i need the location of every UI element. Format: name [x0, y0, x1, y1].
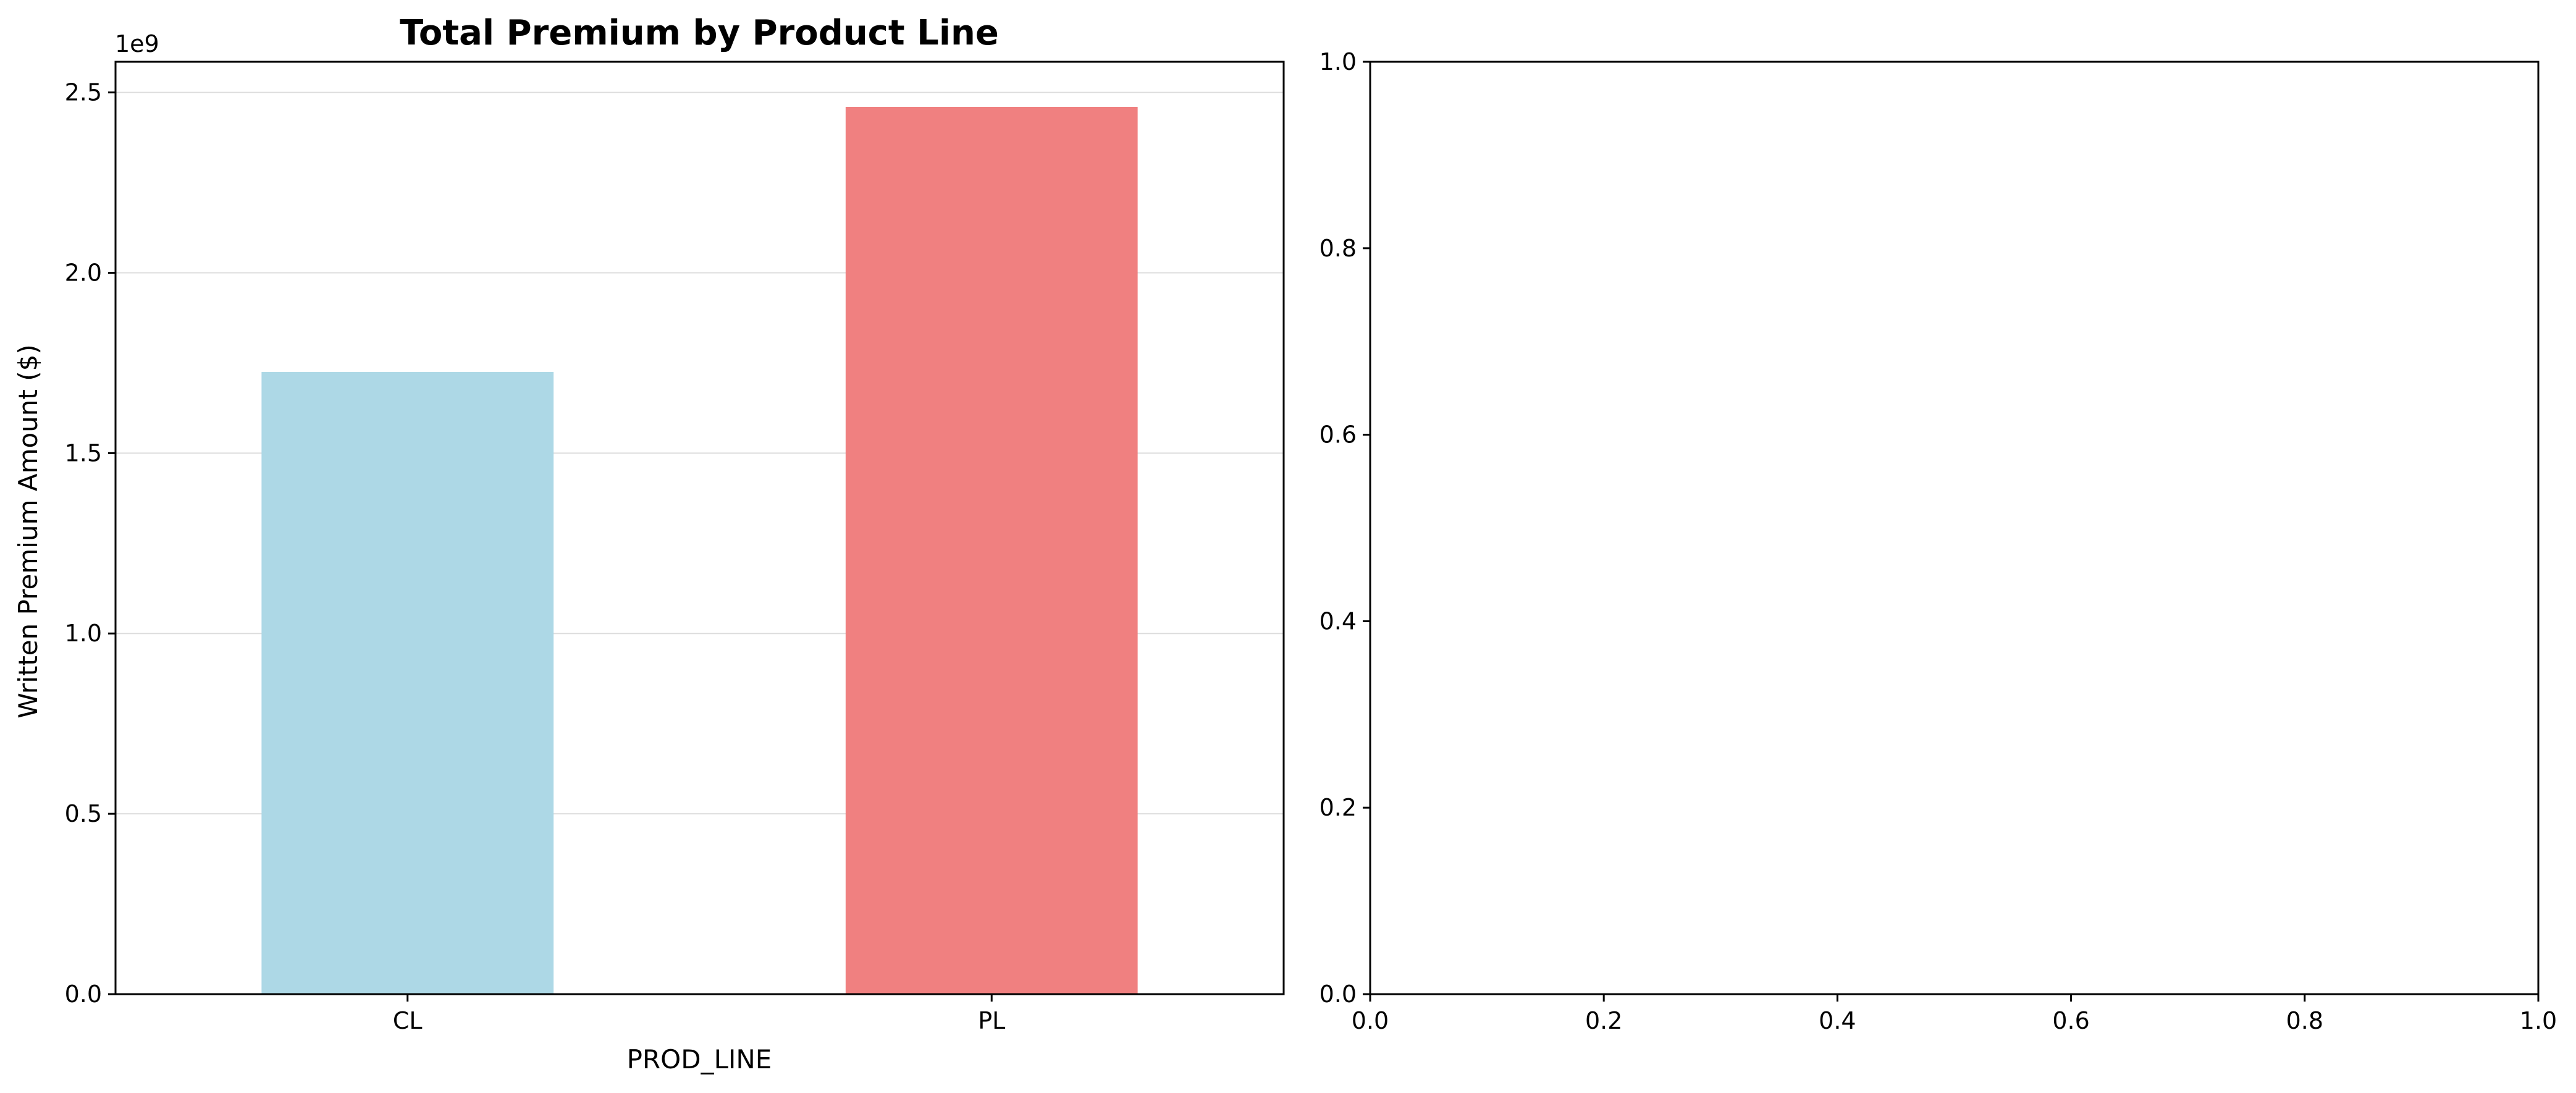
right-x-tick-label: 0.0: [1352, 1007, 1389, 1034]
right-y-tick-label: 1.0: [1320, 48, 1357, 75]
x-axis-label: PROD_LINE: [627, 1044, 772, 1074]
y-axis-ticks: 0.0 0.5 1.0 1.5 2.0 2.5: [65, 79, 116, 1008]
left-plot-frame: [114, 61, 1285, 995]
right-x-tick-label: 1.0: [2520, 1007, 2557, 1034]
right-x-tick-label: 0.6: [2052, 1007, 2089, 1034]
y-tick-label: 0.0: [65, 981, 102, 1008]
chart-title: Total Premium by Product Line: [400, 13, 999, 53]
bar-cl: [261, 372, 554, 994]
y-tick-label: 1.0: [65, 620, 102, 647]
right-y-tick-label: 0.0: [1320, 981, 1357, 1008]
right-y-tick-label: 0.4: [1320, 607, 1357, 635]
right-x-tick-label: 0.2: [1585, 1007, 1622, 1034]
x-axis-ticks: CL PL: [393, 994, 1005, 1034]
x-tick-label: CL: [393, 1007, 423, 1034]
bar-pl: [845, 106, 1138, 995]
empty-axes-panel: 0.0 0.2 0.4 0.6 0.8 1.0 0.0 0.2 0.4 0.6 0.8 1.0: [1320, 48, 2557, 1034]
y-axis-offset-label: 1e9: [115, 30, 159, 57]
right-y-tick-label: 0.8: [1320, 235, 1357, 262]
right-plot-frame: [1369, 61, 2540, 995]
y-tick-label: 2.0: [65, 259, 102, 286]
y-tick-label: 0.5: [65, 800, 102, 827]
right-x-axis-ticks: 0.0 0.2 0.4 0.6 0.8 1.0: [1352, 994, 2557, 1034]
right-x-tick-label: 0.4: [1819, 1007, 1856, 1034]
right-y-tick-label: 0.6: [1320, 421, 1357, 449]
y-tick-label: 1.5: [65, 439, 102, 466]
x-tick-label: PL: [978, 1007, 1005, 1034]
y-axis-label: Written Premium Amount ($): [13, 344, 43, 718]
bars: [261, 106, 1138, 995]
right-y-axis-ticks: 0.0 0.2 0.4 0.6 0.8 1.0: [1320, 48, 1370, 1008]
bar-chart-panel: Total Premium by Product Line 1e9 Writte…: [13, 13, 1285, 1074]
right-x-tick-label: 0.8: [2286, 1007, 2323, 1034]
y-tick-label: 2.5: [65, 79, 102, 106]
right-y-tick-label: 0.2: [1320, 794, 1357, 821]
